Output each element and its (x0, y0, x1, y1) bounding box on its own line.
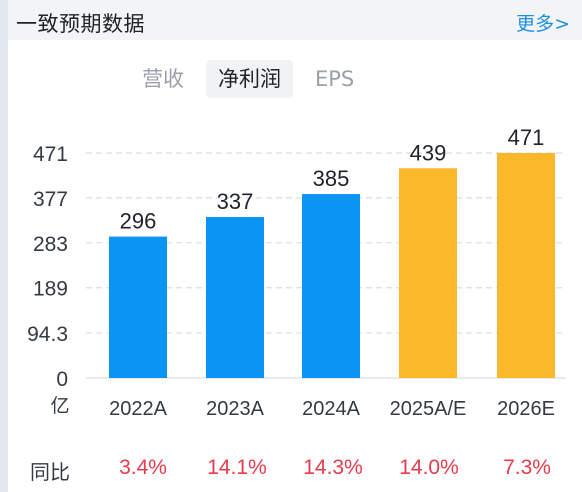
section-header: 一致预期数据 更多> (8, 0, 582, 40)
tab-revenue[interactable]: 营收 (142, 67, 184, 91)
yoy-label: 同比 (30, 460, 70, 484)
bar-2024A (302, 194, 360, 378)
y-tick-label: 94.3 (27, 323, 68, 346)
y-tick-label: 0 (56, 368, 68, 391)
x-tick-label: 2024A (302, 398, 360, 420)
y-tick-label: 189 (33, 278, 68, 301)
yoy-value-2026E: 7.3% (503, 456, 551, 479)
bar-value-label: 385 (313, 166, 350, 191)
bar-value-label: 471 (508, 125, 545, 150)
metric-tabs: 营收 净利润 EPS (130, 60, 366, 98)
yoy-value-2022A: 3.4% (119, 456, 167, 479)
yoy-value-2024A: 14.3% (303, 456, 363, 479)
bar-value-label: 296 (120, 209, 157, 234)
tab-net-profit[interactable]: 净利润 (206, 60, 293, 98)
section-title: 一致预期数据 (16, 12, 145, 36)
x-tick-label: 2022A (109, 398, 167, 420)
bar-2025AE (399, 168, 457, 378)
y-tick-label: 377 (33, 188, 68, 211)
x-tick-label: 2023A (206, 398, 264, 420)
y-tick-label: 283 (33, 233, 68, 256)
bar-2022A (109, 236, 167, 378)
bar-2023A (206, 217, 264, 378)
yoy-value-2023A: 14.1% (207, 456, 267, 479)
yoy-row: 同比 3.4% 14.1% 14.3% 14.0% 7.3% (0, 448, 582, 488)
x-tick-label: 2025A/E (390, 398, 467, 420)
yoy-value-2025AE: 14.0% (399, 456, 459, 479)
y-unit-label: 亿 (50, 395, 69, 417)
y-tick-label: 471 (33, 143, 68, 166)
bar-value-label: 439 (410, 140, 447, 165)
bar-value-label: 337 (217, 189, 254, 214)
more-link[interactable]: 更多> (516, 13, 570, 35)
x-tick-label: 2026E (497, 398, 555, 420)
bar-2026E (497, 153, 555, 378)
tab-eps[interactable]: EPS (315, 67, 355, 91)
net-profit-bar-chart: 0 94.3 189 283 377 471 亿 296 2022A 337 2023A 385 202… (27, 125, 566, 420)
left-edge-strip (0, 0, 8, 492)
